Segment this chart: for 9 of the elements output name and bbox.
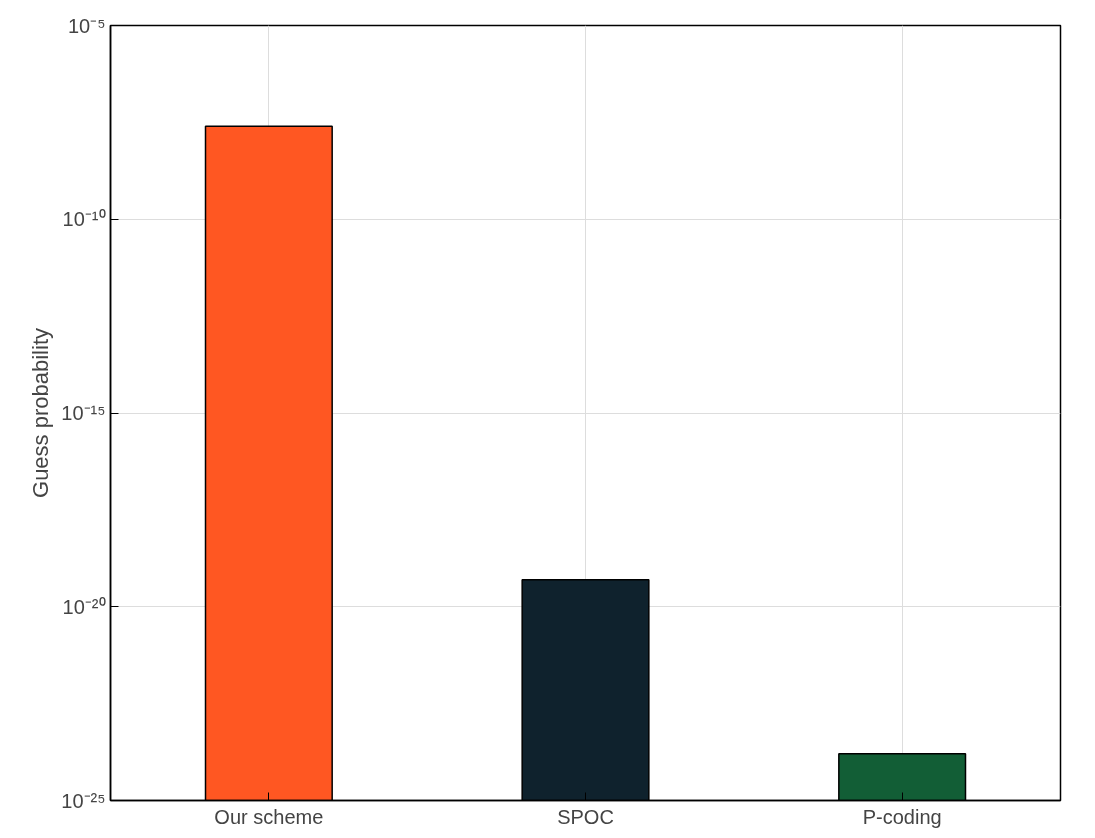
y-tick-label: 10⁻²⁵ <box>61 789 106 812</box>
y-tick-label: 10⁻¹⁰ <box>62 208 106 231</box>
y-tick-label: 10⁻¹⁵ <box>61 402 106 424</box>
y-axis-title: Guess probability <box>28 328 54 498</box>
y-tick-label: 10⁻²⁰ <box>62 595 106 618</box>
y-tick-label: 10⁻⁵ <box>67 14 106 37</box>
x-tick-label: SPOC <box>557 805 614 828</box>
x-tick-label: Our scheme <box>214 805 324 828</box>
x-tick-label: P-coding <box>862 805 942 828</box>
